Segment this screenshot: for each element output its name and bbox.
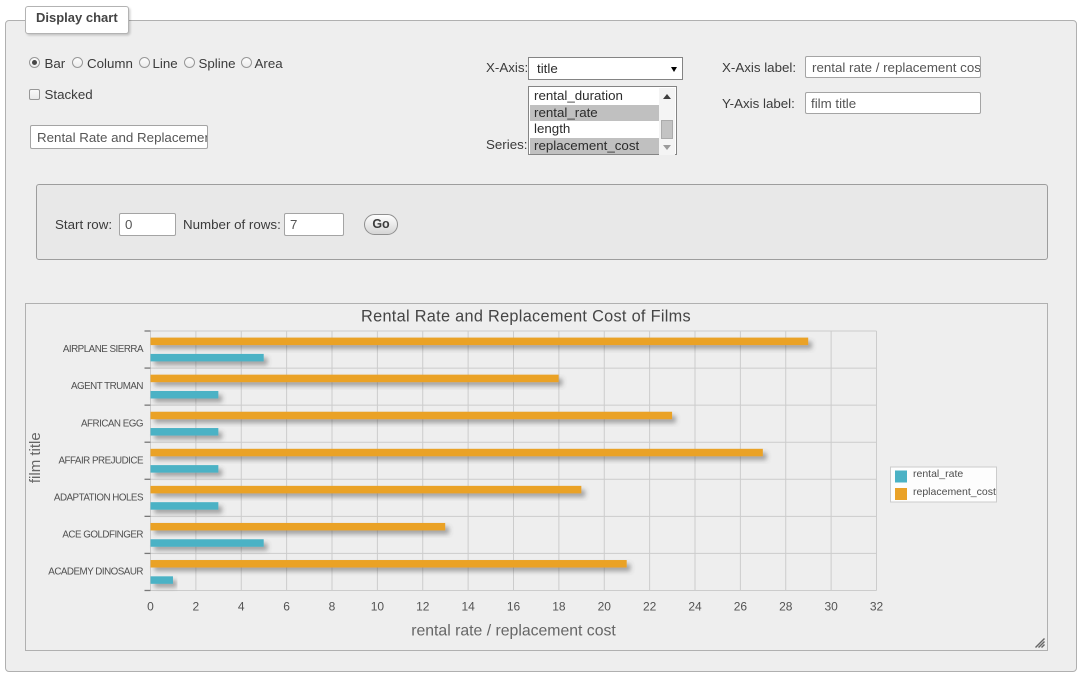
svg-text:30: 30 <box>824 600 838 614</box>
svg-text:26: 26 <box>734 600 748 614</box>
svg-text:4: 4 <box>238 600 245 614</box>
svg-text:2: 2 <box>193 600 200 614</box>
svg-text:14: 14 <box>461 600 475 614</box>
svg-text:ADAPTATION HOLES: ADAPTATION HOLES <box>54 492 144 503</box>
svg-text:22: 22 <box>643 600 657 614</box>
svg-text:ACADEMY DINOSAUR: ACADEMY DINOSAUR <box>48 567 143 578</box>
svg-text:32: 32 <box>870 600 884 614</box>
svg-text:8: 8 <box>329 600 336 614</box>
svg-text:AGENT TRUMAN: AGENT TRUMAN <box>71 381 143 392</box>
svg-text:Rental Rate and Replacement Co: Rental Rate and Replacement Cost of Film… <box>361 308 691 326</box>
svg-text:24: 24 <box>688 600 702 614</box>
svg-text:film title: film title <box>27 432 44 483</box>
svg-text:ACE GOLDFINGER: ACE GOLDFINGER <box>62 529 143 540</box>
svg-text:AFRICAN EGG: AFRICAN EGG <box>81 418 143 429</box>
svg-text:AFFAIR PREJUDICE: AFFAIR PREJUDICE <box>58 455 144 466</box>
svg-text:12: 12 <box>416 600 430 614</box>
svg-text:10: 10 <box>371 600 385 614</box>
svg-text:20: 20 <box>598 600 612 614</box>
svg-text:replacement_cost: replacement_cost <box>913 486 996 498</box>
svg-text:28: 28 <box>779 600 793 614</box>
svg-text:16: 16 <box>507 600 521 614</box>
svg-text:rental rate / replacement cost: rental rate / replacement cost <box>411 623 616 640</box>
svg-text:rental_rate: rental_rate <box>913 468 963 480</box>
svg-text:AIRPLANE SIERRA: AIRPLANE SIERRA <box>63 344 144 355</box>
svg-text:6: 6 <box>283 600 290 614</box>
svg-text:0: 0 <box>147 600 154 614</box>
svg-text:18: 18 <box>552 600 566 614</box>
